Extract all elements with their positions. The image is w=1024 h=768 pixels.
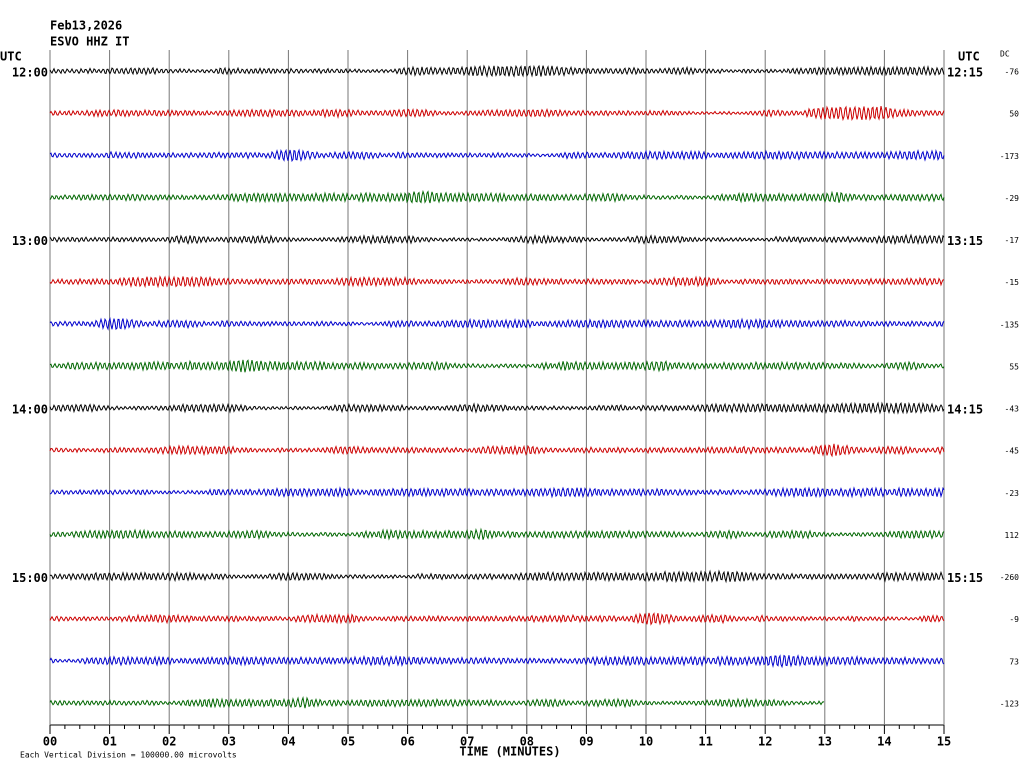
x-tick-label: 15 bbox=[937, 735, 951, 749]
dc-label: DC bbox=[1000, 50, 1010, 59]
seismic-trace bbox=[49, 486, 945, 499]
row-time-right: 14:15 bbox=[947, 403, 983, 417]
seismic-trace bbox=[49, 401, 945, 415]
x-tick-label: 03 bbox=[222, 735, 236, 749]
x-tick-label: 06 bbox=[400, 735, 414, 749]
date: Feb13,2026 bbox=[50, 19, 122, 33]
x-tick-label: 08 bbox=[520, 735, 534, 749]
seismic-trace bbox=[49, 443, 945, 458]
row-time-left: 14:00 bbox=[12, 403, 48, 417]
row-time-right: 12:15 bbox=[947, 66, 983, 80]
dc-offset: -173 bbox=[1000, 152, 1019, 161]
seismic-trace bbox=[49, 233, 945, 246]
dc-offset: -135 bbox=[1000, 320, 1019, 329]
dc-offset: -43 bbox=[1005, 405, 1020, 414]
seismic-trace bbox=[49, 569, 945, 584]
dc-offset: 50 bbox=[1009, 110, 1019, 119]
dc-offset: -17 bbox=[1005, 236, 1020, 245]
dc-offset: -15 bbox=[1005, 278, 1020, 287]
dc-offset: 112 bbox=[1005, 531, 1020, 540]
x-tick-label: 07 bbox=[460, 735, 474, 749]
x-tick-label: 09 bbox=[579, 735, 593, 749]
x-tick-label: 10 bbox=[639, 735, 653, 749]
seismic-trace bbox=[49, 696, 825, 709]
x-tick-label: 00 bbox=[43, 735, 57, 749]
seismic-trace bbox=[49, 189, 945, 204]
dc-offset: -9 bbox=[1009, 615, 1019, 624]
x-tick-label: 05 bbox=[341, 735, 355, 749]
seismic-trace bbox=[49, 612, 945, 626]
seismic-trace bbox=[49, 148, 945, 163]
dc-offset: -45 bbox=[1005, 447, 1020, 456]
seismic-trace bbox=[49, 316, 945, 331]
station: ESVO HHZ IT bbox=[50, 35, 129, 49]
x-tick-label: 14 bbox=[877, 735, 891, 749]
seismic-trace bbox=[49, 105, 945, 122]
seismic-trace bbox=[49, 359, 945, 373]
dc-offset: 55 bbox=[1009, 362, 1019, 371]
row-time-right: 15:15 bbox=[947, 571, 983, 585]
seismic-trace bbox=[49, 527, 945, 541]
dc-offset: -29 bbox=[1005, 194, 1020, 203]
seismic-trace bbox=[49, 275, 944, 289]
dc-offset: -76 bbox=[1005, 68, 1020, 77]
x-tick-label: 13 bbox=[818, 735, 832, 749]
x-tick-label: 01 bbox=[102, 735, 116, 749]
seismic-trace bbox=[49, 64, 945, 78]
footer: Each Vertical Division = 100000.00 micro… bbox=[20, 751, 237, 760]
dc-offset: -123 bbox=[1000, 699, 1019, 708]
right-axis-label: UTC bbox=[958, 50, 980, 64]
row-time-left: 15:00 bbox=[12, 571, 48, 585]
x-tick-label: 12 bbox=[758, 735, 772, 749]
dc-offset: 73 bbox=[1009, 657, 1019, 666]
dc-offset: -23 bbox=[1005, 489, 1020, 498]
x-tick-label: 02 bbox=[162, 735, 176, 749]
row-time-left: 13:00 bbox=[12, 234, 48, 248]
dc-offset: -260 bbox=[1000, 573, 1019, 582]
x-tick-label: 11 bbox=[698, 735, 712, 749]
seismic-trace bbox=[49, 654, 945, 669]
left-axis-label: UTC bbox=[0, 50, 22, 64]
row-time-right: 13:15 bbox=[947, 234, 983, 248]
x-axis-title: TIME (MINUTES) bbox=[459, 745, 560, 759]
x-tick-label: 04 bbox=[281, 735, 295, 749]
row-time-left: 12:00 bbox=[12, 66, 48, 80]
